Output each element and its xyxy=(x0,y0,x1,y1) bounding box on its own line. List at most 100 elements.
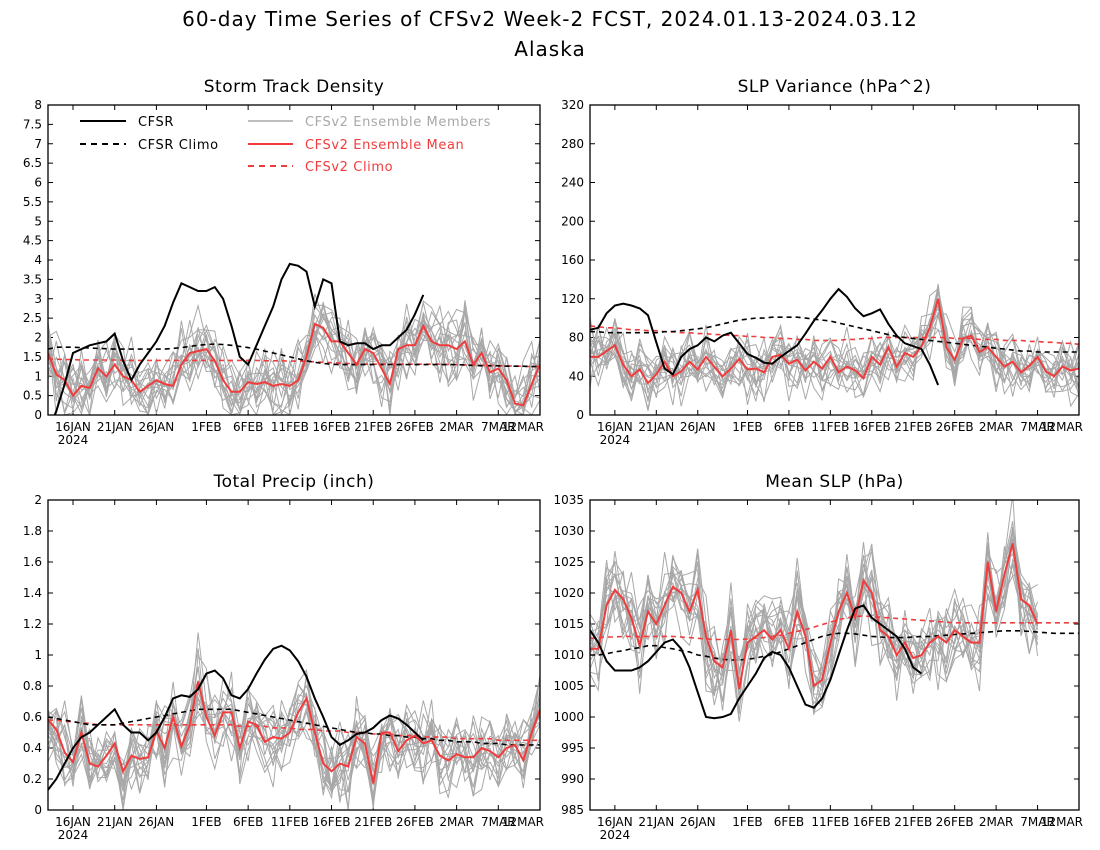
y-tick-label: 1020 xyxy=(553,586,584,600)
y-tick-label: 1025 xyxy=(553,555,584,569)
ensemble-member-line xyxy=(590,312,1079,408)
ensemble-member-line xyxy=(590,527,1039,694)
x-tick-label: 16JAN xyxy=(55,420,91,434)
y-tick-label: 7.5 xyxy=(23,117,42,131)
y-tick-label: 120 xyxy=(561,292,584,306)
x-tick-label: 21JAN xyxy=(97,420,133,434)
panel-title: Storm Track Density xyxy=(204,77,385,97)
x-tick-label: 21FEB xyxy=(354,420,392,434)
x-tick-label: 11FEB xyxy=(271,815,309,829)
y-tick-label: 3.5 xyxy=(23,272,42,286)
ensemble-mean-line xyxy=(48,681,540,784)
ensemble-member-line xyxy=(48,666,540,809)
legend-mean-label: CFSv2 Ensemble Mean xyxy=(305,138,464,153)
x-tick-label: 7MAR xyxy=(481,815,516,829)
x-tick-label: 26JAN xyxy=(139,420,175,434)
legend-members-label: CFSv2 Ensemble Members xyxy=(305,115,491,130)
y-tick-label: 1035 xyxy=(553,493,584,507)
y-tick-label: 995 xyxy=(561,741,584,755)
y-tick-label: 320 xyxy=(561,98,584,112)
ensemble-member-line xyxy=(590,285,1079,403)
panels-group: Storm Track Density 0 0.5 1 1.5 2 2.5 3 3.5 4 4.5 5… xyxy=(23,77,1083,842)
y-tick-label: 1000 xyxy=(553,710,584,724)
y-tick-label: 0 xyxy=(34,803,42,817)
legend: CFSR CFSR Climo CFSv2 Ensemble Members CFSv… xyxy=(80,115,491,175)
ensemble-member-line xyxy=(48,697,540,808)
ensemble-member-line xyxy=(590,564,1039,714)
x-tick-label: 16FEB xyxy=(313,815,351,829)
ensemble-member-line xyxy=(48,310,540,411)
y-tick-label: 0.2 xyxy=(23,772,42,786)
y-tick-label: 985 xyxy=(561,803,584,817)
x-tick-label: 11FEB xyxy=(271,420,309,434)
cfsr-climo-line xyxy=(590,316,1079,353)
y-tick-label: 990 xyxy=(561,772,584,786)
y-tick-label: 1.4 xyxy=(23,586,42,600)
x-tick-label: 11FEB xyxy=(811,420,849,434)
x-tick-label: 6FEB xyxy=(233,420,263,434)
ensemble-member-line xyxy=(590,312,1079,400)
chart-panel-1: Storm Track Density 0 0.5 1 1.5 2 2.5 3 3.5 4 4.5 5… xyxy=(23,77,544,447)
cfsr-climo-line xyxy=(590,629,1079,661)
plot-frame xyxy=(589,499,1080,811)
ensemble-mean-line xyxy=(590,543,1039,690)
x-tick-label: 7MAR xyxy=(1020,420,1055,434)
y-tick-label: 1.6 xyxy=(23,555,42,569)
x-tick-label: 21JAN xyxy=(638,815,674,829)
x-tick-label: 26FEB xyxy=(396,420,434,434)
chart-panel-3: Total Precip (inch) 0 0.2 0.4 0.6 0.8 1 1.2 1.4 1… xyxy=(23,472,544,842)
x-tick-label: 21JAN xyxy=(638,420,674,434)
x-tick-label: 12MAR xyxy=(1041,815,1083,829)
ensemble-member-line xyxy=(590,538,1038,706)
y-tick-label: 0.6 xyxy=(23,710,42,724)
x-tick-year-label: 2024 xyxy=(600,828,631,842)
panel-title: Total Precip (inch) xyxy=(213,472,375,492)
y-tick-label: 0.8 xyxy=(23,679,42,693)
y-tick-label: 1010 xyxy=(553,648,584,662)
plot-frame xyxy=(47,104,541,416)
panel-title: Mean SLP (hPa) xyxy=(765,472,904,492)
y-tick-label: 5 xyxy=(34,214,42,228)
y-tick-label: 8 xyxy=(34,98,42,112)
x-tick-label: 12MAR xyxy=(1041,420,1083,434)
y-tick-label: 1005 xyxy=(553,679,584,693)
y-tick-label: 40 xyxy=(569,369,584,383)
cfsv2-climo-line xyxy=(590,615,1079,641)
x-tick-label: 21FEB xyxy=(894,420,932,434)
x-tick-label: 21JAN xyxy=(97,815,133,829)
y-tick-label: 240 xyxy=(561,176,584,190)
x-tick-label: 16JAN xyxy=(597,815,633,829)
cfsr-line xyxy=(590,604,923,720)
x-tick-label: 26JAN xyxy=(680,420,716,434)
x-tick-label: 7MAR xyxy=(1020,815,1055,829)
y-tick-label: 80 xyxy=(569,331,584,345)
y-tick-label: 160 xyxy=(561,253,584,267)
y-tick-label: 1 xyxy=(34,369,42,383)
x-tick-label: 7MAR xyxy=(481,420,516,434)
x-tick-label: 11FEB xyxy=(811,815,849,829)
x-tick-label: 1FEB xyxy=(732,420,762,434)
cfsv2-climo-line xyxy=(48,719,540,742)
y-tick-label: 1.2 xyxy=(23,617,42,631)
x-tick-label: 6FEB xyxy=(774,815,804,829)
plot-area xyxy=(590,283,1079,411)
x-tick-label: 2MAR xyxy=(439,420,474,434)
y-tick-label: 0 xyxy=(34,408,42,422)
x-tick-year-label: 2024 xyxy=(58,433,89,447)
y-tick-label: 2 xyxy=(34,331,42,345)
y-tick-label: 7 xyxy=(34,137,42,151)
y-tick-label: 0.5 xyxy=(23,389,42,403)
y-tick-label: 4 xyxy=(34,253,42,267)
ensemble-member-line xyxy=(590,283,1079,391)
y-tick-label: 1030 xyxy=(553,524,584,538)
x-tick-label: 16FEB xyxy=(313,420,351,434)
x-tick-label: 1FEB xyxy=(191,420,221,434)
x-tick-label: 21FEB xyxy=(354,815,392,829)
y-tick-label: 1.5 xyxy=(23,350,42,364)
x-tick-label: 16JAN xyxy=(597,420,633,434)
ensemble-member-line xyxy=(590,299,1079,397)
cfsv2-climo-line xyxy=(48,358,540,368)
x-tick-label: 6FEB xyxy=(774,420,804,434)
ensemble-member-line xyxy=(590,306,1079,402)
ensemble-mean-line xyxy=(48,322,540,407)
